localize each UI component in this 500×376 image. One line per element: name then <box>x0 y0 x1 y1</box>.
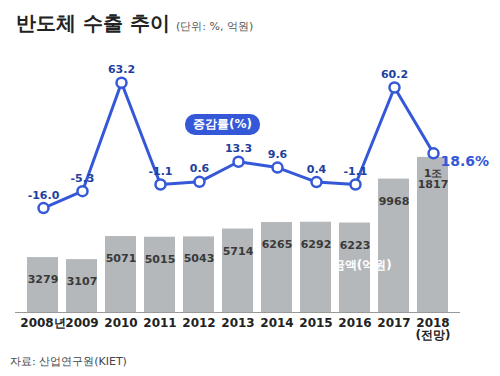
svg-text:3279: 3279 <box>28 273 59 286</box>
svg-text:2018(전망): 2018(전망) <box>416 316 451 342</box>
html-text:반도체 수출 추이 (단위: %, 억원): 반도체 수출 추이 (단위: %, 억원) <box>16 11 254 35</box>
svg-text:2017: 2017 <box>377 316 410 330</box>
svg-text:9968: 9968 <box>379 195 410 208</box>
svg-text:6292: 6292 <box>301 238 332 251</box>
svg-text:2009: 2009 <box>65 316 98 330</box>
svg-text:2011: 2011 <box>143 316 176 330</box>
svg-text:-5.3: -5.3 <box>70 172 94 185</box>
svg-text:63.2: 63.2 <box>108 63 135 76</box>
svg-text:18.6%: 18.6% <box>441 153 490 169</box>
svg-text:3107: 3107 <box>67 275 98 288</box>
svg-text:5071: 5071 <box>106 252 137 265</box>
svg-text:-16.0: -16.0 <box>28 189 60 202</box>
svg-text:2015: 2015 <box>299 316 332 330</box>
svg-text:5015: 5015 <box>145 253 176 266</box>
svg-text:2012: 2012 <box>182 316 215 330</box>
svg-text:60.2: 60.2 <box>381 68 408 81</box>
svg-text:2013: 2013 <box>221 316 254 330</box>
svg-text:1조1817: 1조1817 <box>418 167 449 191</box>
svg-text:0.6: 0.6 <box>190 162 210 175</box>
svg-text:2014: 2014 <box>260 316 293 330</box>
svg-text:13.3: 13.3 <box>225 142 252 155</box>
svg-text:6265: 6265 <box>262 238 293 251</box>
svg-text:5714: 5714 <box>223 245 254 258</box>
svg-text:-1.1: -1.1 <box>148 165 172 178</box>
html-text:자료: 산업연구원(KIET): 자료: 산업연구원(KIET) <box>10 355 127 368</box>
svg-text:5043: 5043 <box>184 252 215 265</box>
html-text:금액(억원): 금액(억원) <box>332 258 392 272</box>
svg-text:6223: 6223 <box>340 239 371 252</box>
svg-text:2016: 2016 <box>338 316 371 330</box>
html-text:증감률(%): 증감률(%) <box>193 117 252 131</box>
svg-text:2008년: 2008년 <box>20 316 65 330</box>
svg-text:-1.1: -1.1 <box>343 165 367 178</box>
svg-text:9.6: 9.6 <box>268 148 288 161</box>
svg-text:0.4: 0.4 <box>307 163 327 176</box>
svg-text:2010: 2010 <box>104 316 137 330</box>
